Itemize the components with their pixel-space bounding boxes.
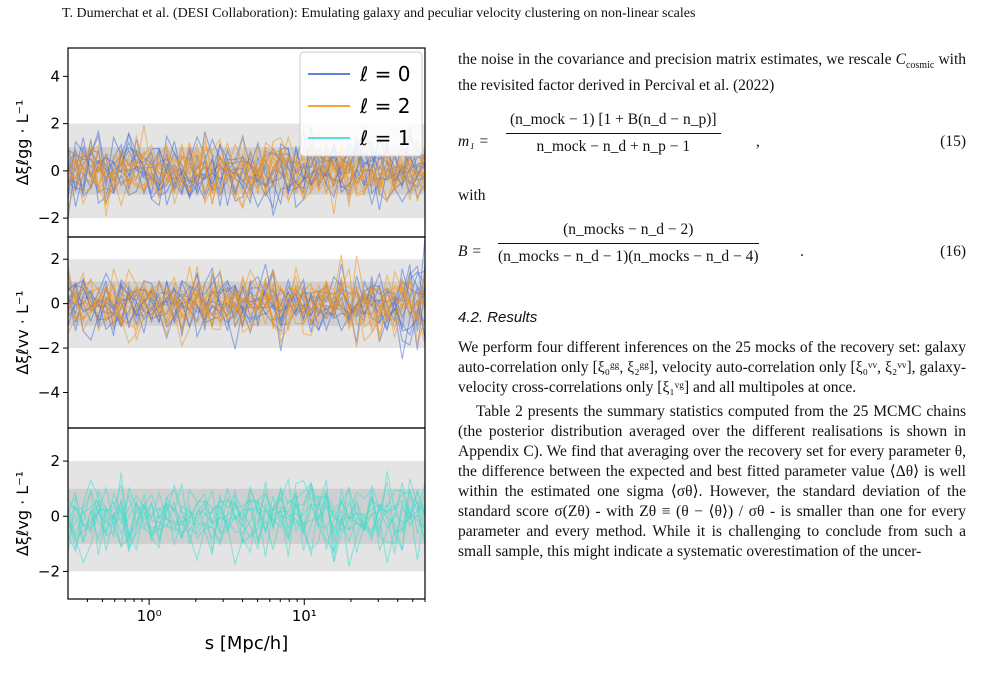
panel-2: 2 0 −2 Δξℓvg · L⁻¹ — [13, 427, 426, 600]
series-line-1 — [68, 130, 425, 204]
series-line-1 — [68, 269, 425, 331]
series-line-1 — [68, 279, 425, 345]
x-tick-label: 10¹ — [292, 607, 317, 625]
legend-label-1: ℓ = 2 — [359, 94, 410, 118]
series-line-0 — [68, 134, 425, 203]
panel-frame — [67, 427, 426, 600]
y-tick-label: −2 — [38, 209, 60, 227]
y-tick-label: −2 — [38, 562, 60, 580]
figure-panels: 4 2 0 −2 Δξℓgg · L⁻¹ 2 0 −2 −4 Δξℓvv · L⁻¹ 2 0 −2 Δξℓ… — [13, 47, 426, 654]
series-line-1 — [68, 136, 425, 200]
equation-16: B = (n_mocks − n_d − 2) (n_mocks − n_d −… — [458, 220, 966, 290]
paragraph-inferences: We perform four different inferences on … — [458, 339, 966, 397]
equation-15: m₁ = (n_mock − 1) [1 + B(n_d − n_p)] n_m… — [458, 110, 966, 180]
legend-box — [299, 51, 423, 157]
series-line-1 — [68, 282, 425, 344]
with-label: with — [458, 187, 486, 205]
y-tick-label: −4 — [38, 383, 60, 401]
eq15-numerator: (n_mock − 1) [1 + B(n_d − n_p)] — [506, 110, 721, 135]
running-head: T. Dumerchat et al. (DESI Collaboration)… — [62, 6, 696, 21]
series-line-0 — [68, 495, 425, 557]
legend-label-0: ℓ = 0 — [359, 62, 410, 86]
eq15-fraction: (n_mock − 1) [1 + B(n_d − n_p)] n_mock −… — [506, 110, 721, 157]
legend: ℓ = 0 ℓ = 2 ℓ = 1 — [299, 51, 423, 157]
eq16-numerator: (n_mocks − n_d − 2) — [498, 220, 759, 245]
eq15-lhs: m₁ = — [458, 133, 489, 151]
y-tick-label: 2 — [50, 452, 60, 470]
y-axis-label: Δξℓvv · L⁻¹ — [13, 290, 32, 374]
eq16-tail: . — [800, 243, 804, 261]
series-line-1 — [68, 266, 425, 348]
y-tick-label: 4 — [50, 67, 60, 85]
eq16-fraction: (n_mocks − n_d − 2) (n_mocks − n_d − 1)(… — [498, 220, 759, 267]
series-line-1 — [68, 136, 425, 217]
eq16-lhs: B = — [458, 243, 482, 261]
eq15-denominator: n_mock − n_d + n_p − 1 — [536, 138, 691, 156]
section-heading: 4.2. Results — [458, 309, 538, 327]
x-tick-label: 10⁰ — [137, 607, 162, 625]
y-tick-label: 2 — [50, 115, 60, 133]
series-line-1 — [68, 255, 425, 329]
y-tick-label: 2 — [50, 250, 60, 268]
y-tick-label: 0 — [50, 295, 60, 313]
y-tick-label: −2 — [38, 339, 60, 357]
eq15-tail: , — [756, 133, 760, 151]
series-line-1 — [68, 142, 425, 209]
panel-1: 2 0 −2 −4 Δξℓvv · L⁻¹ — [13, 236, 426, 429]
text-column: the noise in the covariance and precisio… — [458, 50, 966, 562]
y-axis-label: Δξℓgg · L⁻¹ — [13, 100, 32, 186]
paragraph-intro: the noise in the covariance and precisio… — [458, 51, 966, 95]
paragraph-results: Table 2 presents the summary statistics … — [458, 403, 966, 561]
y-tick-label: 0 — [50, 507, 60, 525]
eq16-number: (16) — [940, 243, 966, 261]
y-tick-label: 0 — [50, 162, 60, 180]
series-line-0 — [68, 482, 425, 551]
x-axis-label: s [Mpc/h] — [205, 633, 288, 654]
eq16-denominator: (n_mocks − n_d − 1)(n_mocks − n_d − 4) — [498, 248, 759, 266]
eq15-number: (15) — [940, 133, 966, 151]
y-axis-label: Δξℓvg · L⁻¹ — [13, 471, 32, 556]
series-line-1 — [68, 268, 425, 336]
legend-label-2: ℓ = 1 — [359, 126, 410, 150]
